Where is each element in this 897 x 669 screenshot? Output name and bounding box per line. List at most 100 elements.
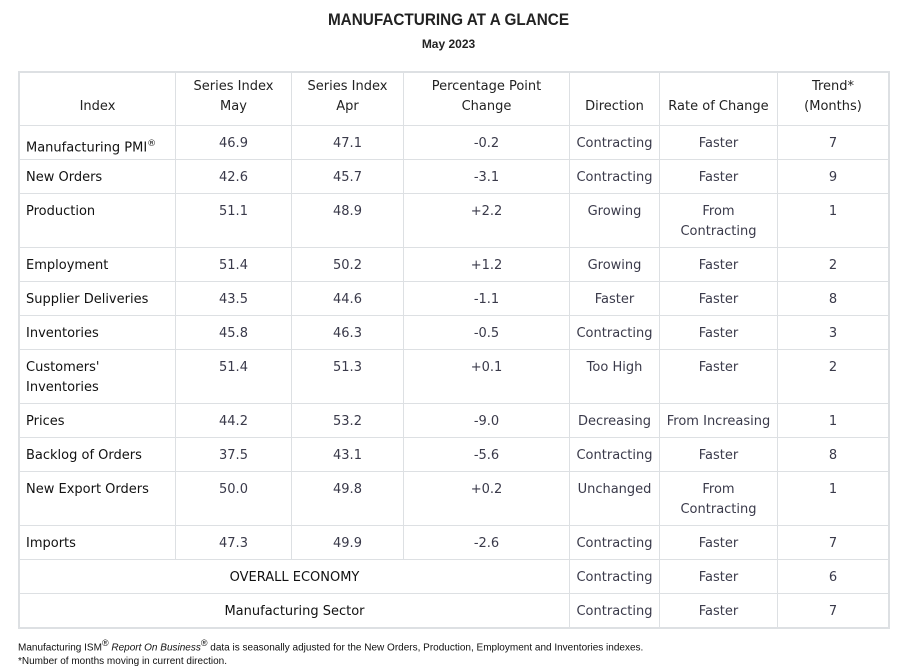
cell-rate: Faster xyxy=(659,159,778,194)
cell-apr: 50.2 xyxy=(291,247,404,282)
cell-direction: Faster xyxy=(569,281,660,316)
cell-trend: 2 xyxy=(777,349,890,404)
table-row: Inventories 45.8 46.3 -0.5 Contracting Faster… xyxy=(18,315,890,350)
cell-may: 47.3 xyxy=(175,525,292,560)
cell-rate: Faster xyxy=(659,247,778,282)
cell-direction: Unchanged xyxy=(569,471,660,526)
cell-apr: 44.6 xyxy=(291,281,404,316)
summary-row: OVERALL ECONOMY Contracting Faster 6 xyxy=(18,559,890,594)
cell-rate: Faster xyxy=(659,559,778,594)
cell-rate: Faster xyxy=(659,593,778,629)
cell-rate: From Contracting xyxy=(659,471,778,526)
cell-rate: Faster xyxy=(659,437,778,472)
cell-direction: Contracting xyxy=(569,125,660,160)
header-trend: Trend* (Months) xyxy=(777,71,890,126)
header-change: Percentage Point Change xyxy=(403,71,570,126)
cell-direction: Contracting xyxy=(569,437,660,472)
cell-change: -2.6 xyxy=(403,525,570,560)
cell-name: Imports xyxy=(18,525,176,560)
cell-change: +0.2 xyxy=(403,471,570,526)
cell-trend: 6 xyxy=(777,559,890,594)
cell-may: 42.6 xyxy=(175,159,292,194)
cell-change: -9.0 xyxy=(403,403,570,438)
cell-trend: 2 xyxy=(777,247,890,282)
cell-trend: 3 xyxy=(777,315,890,350)
table-row: Employment 51.4 50.2 +1.2 Growing Faster 2 xyxy=(18,247,890,282)
cell-change: -0.5 xyxy=(403,315,570,350)
cell-name: Manufacturing Sector xyxy=(18,593,570,629)
cell-may: 51.4 xyxy=(175,247,292,282)
cell-change: -5.6 xyxy=(403,437,570,472)
cell-name: Manufacturing PMI® xyxy=(18,125,176,160)
summary-row: Manufacturing Sector Contracting Faster 7 xyxy=(18,593,890,629)
cell-apr: 49.8 xyxy=(291,471,404,526)
cell-rate: Faster xyxy=(659,525,778,560)
cell-trend: 8 xyxy=(777,281,890,316)
cell-may: 50.0 xyxy=(175,471,292,526)
cell-name: Prices xyxy=(18,403,176,438)
cell-direction: Contracting xyxy=(569,159,660,194)
cell-apr: 47.1 xyxy=(291,125,404,160)
cell-rate: Faster xyxy=(659,315,778,350)
cell-trend: 9 xyxy=(777,159,890,194)
cell-name: Employment xyxy=(18,247,176,282)
cell-may: 46.9 xyxy=(175,125,292,160)
cell-may: 37.5 xyxy=(175,437,292,472)
cell-name: OVERALL ECONOMY xyxy=(18,559,570,594)
cell-direction: Contracting xyxy=(569,315,660,350)
cell-may: 51.1 xyxy=(175,193,292,248)
cell-direction: Too High xyxy=(569,349,660,404)
cell-rate: From Contracting xyxy=(659,193,778,248)
cell-rate: From Increasing xyxy=(659,403,778,438)
cell-change: +1.2 xyxy=(403,247,570,282)
cell-name: New Orders xyxy=(18,159,176,194)
cell-name: New Export Orders xyxy=(18,471,176,526)
cell-rate: Faster xyxy=(659,349,778,404)
table-row: Imports 47.3 49.9 -2.6 Contracting Faster 7 xyxy=(18,525,890,560)
cell-trend: 7 xyxy=(777,593,890,629)
cell-change: -0.2 xyxy=(403,125,570,160)
cell-name: Supplier Deliveries xyxy=(18,281,176,316)
header-row: Index Series Index May Series Index Apr Pe… xyxy=(18,71,890,126)
cell-name: Production xyxy=(18,193,176,248)
table-row: New Export Orders 50.0 49.8 +0.2 Unchanged Fr… xyxy=(18,471,890,526)
header-direction: Direction xyxy=(569,71,660,126)
cell-direction: Growing xyxy=(569,193,660,248)
header-index: Index xyxy=(18,71,176,126)
footnotes: Manufacturing ISM® Report On Business® d… xyxy=(18,636,643,669)
cell-direction: Contracting xyxy=(569,525,660,560)
cell-rate: Faster xyxy=(659,281,778,316)
cell-name: Backlog of Orders xyxy=(18,437,176,472)
cell-rate: Faster xyxy=(659,125,778,160)
table-row: New Orders 42.6 45.7 -3.1 Contracting Faster 9 xyxy=(18,159,890,194)
page-title: MANUFACTURING AT A GLANCE xyxy=(327,10,570,29)
table-row: Customers' Inventories 51.4 51.3 +0.1 Too Hi… xyxy=(18,349,890,404)
cell-change: -3.1 xyxy=(403,159,570,194)
cell-direction: Decreasing xyxy=(569,403,660,438)
cell-may: 44.2 xyxy=(175,403,292,438)
cell-trend: 7 xyxy=(777,525,890,560)
cell-change: +2.2 xyxy=(403,193,570,248)
cell-may: 51.4 xyxy=(175,349,292,404)
page-subtitle: May 2023 xyxy=(421,37,476,51)
table-row: Supplier Deliveries 43.5 44.6 -1.1 Faster Fas… xyxy=(18,281,890,316)
cell-apr: 49.9 xyxy=(291,525,404,560)
footnote-2: *Number of months moving in current dire… xyxy=(18,656,227,668)
cell-may: 43.5 xyxy=(175,281,292,316)
cell-trend: 1 xyxy=(777,193,890,248)
cell-trend: 1 xyxy=(777,403,890,438)
cell-name: Inventories xyxy=(18,315,176,350)
cell-trend: 8 xyxy=(777,437,890,472)
cell-apr: 46.3 xyxy=(291,315,404,350)
cell-change: +0.1 xyxy=(403,349,570,404)
cell-apr: 45.7 xyxy=(291,159,404,194)
cell-direction: Growing xyxy=(569,247,660,282)
header-apr: Series Index Apr xyxy=(291,71,404,126)
cell-apr: 48.9 xyxy=(291,193,404,248)
header-rate: Rate of Change xyxy=(659,71,778,126)
cell-may: 45.8 xyxy=(175,315,292,350)
cell-name: Customers' Inventories xyxy=(18,349,176,404)
cell-trend: 7 xyxy=(777,125,890,160)
cell-change: -1.1 xyxy=(403,281,570,316)
cell-apr: 53.2 xyxy=(291,403,404,438)
